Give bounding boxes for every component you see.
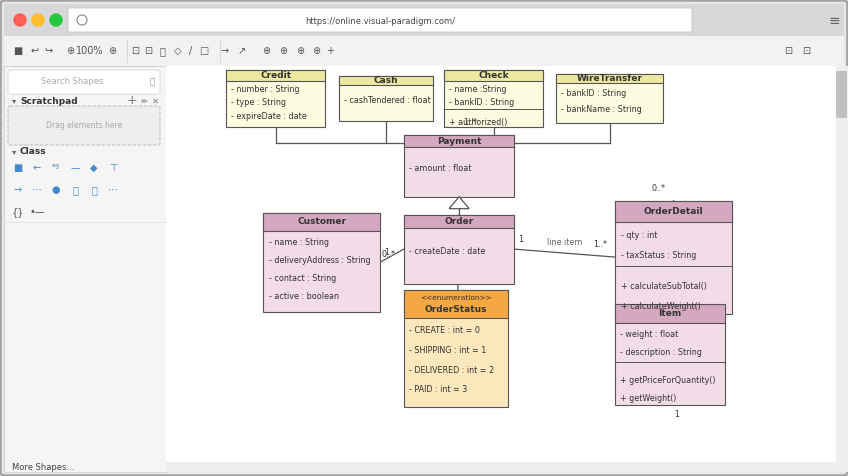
Text: ▾: ▾ <box>12 97 16 106</box>
Text: 1: 1 <box>463 221 468 230</box>
Text: OrderDetail: OrderDetail <box>644 207 703 216</box>
Text: + calculateSubTotal(): + calculateSubTotal() <box>621 282 706 290</box>
Bar <box>4 36 844 66</box>
Text: + calculateWeight(): + calculateWeight() <box>621 302 700 311</box>
Text: - bankID : String: - bankID : String <box>449 99 514 107</box>
Text: •—: •— <box>29 207 45 217</box>
Text: Class: Class <box>20 148 47 157</box>
Text: 1: 1 <box>674 409 679 418</box>
Text: <<enumeration>>: <<enumeration>> <box>420 295 492 301</box>
Text: ■: ■ <box>14 46 23 56</box>
Text: - bankID : String: - bankID : String <box>561 89 627 98</box>
Circle shape <box>14 14 26 26</box>
Bar <box>4 4 844 36</box>
Bar <box>404 135 515 197</box>
Text: More Shapes...: More Shapes... <box>12 463 75 472</box>
Text: +: + <box>326 46 334 56</box>
Text: 0..*: 0..* <box>382 250 396 259</box>
Bar <box>556 74 663 83</box>
Text: 📁: 📁 <box>91 185 97 195</box>
Text: ◇: ◇ <box>174 46 181 56</box>
Text: →: → <box>221 46 229 56</box>
Text: ᵉᵍ: ᵉᵍ <box>52 163 60 173</box>
Text: ⊕: ⊕ <box>312 46 320 56</box>
Text: ⊕: ⊕ <box>262 46 270 56</box>
Text: +: + <box>126 95 137 108</box>
Circle shape <box>50 14 62 26</box>
Text: ←: ← <box>33 163 41 173</box>
FancyBboxPatch shape <box>68 8 692 32</box>
Text: 100%: 100% <box>76 46 103 56</box>
Bar <box>615 304 725 405</box>
Bar <box>166 462 836 472</box>
Text: - deliveryAddress : String: - deliveryAddress : String <box>269 256 371 265</box>
Text: ⊡: ⊡ <box>802 46 810 56</box>
Text: ↗: ↗ <box>238 46 246 56</box>
Text: - CREATE : int = 0: - CREATE : int = 0 <box>409 326 480 335</box>
Text: ⊡: ⊡ <box>144 46 152 56</box>
Text: - bankName : String: - bankName : String <box>561 105 642 114</box>
Bar <box>339 76 432 121</box>
Text: - contact : String: - contact : String <box>269 274 337 283</box>
Text: + getPriceForQuantity(): + getPriceForQuantity() <box>621 376 716 385</box>
Text: Drag elements here: Drag elements here <box>46 120 122 129</box>
Text: - description : String: - description : String <box>621 348 702 357</box>
Bar <box>404 215 515 228</box>
Text: ●: ● <box>52 185 60 195</box>
Text: - amount : float: - amount : float <box>410 164 471 173</box>
Bar <box>615 201 732 222</box>
Bar <box>404 290 508 407</box>
Text: 1..*: 1..* <box>593 240 607 249</box>
Text: ⊤: ⊤ <box>109 163 117 173</box>
Text: ■: ■ <box>14 163 23 173</box>
Bar <box>404 215 515 284</box>
Text: - expireDate : date: - expireDate : date <box>232 111 307 120</box>
Text: ≡: ≡ <box>828 14 840 28</box>
Circle shape <box>32 14 44 26</box>
Bar <box>166 66 836 472</box>
Text: 🗑: 🗑 <box>159 46 165 56</box>
Text: - weight : float: - weight : float <box>621 330 678 339</box>
Bar <box>836 66 848 472</box>
Text: WireTransfer: WireTransfer <box>577 74 643 83</box>
Bar <box>615 201 732 314</box>
Text: + authorized(): + authorized() <box>449 118 507 127</box>
Bar <box>4 66 166 472</box>
Text: 1: 1 <box>518 235 523 244</box>
Text: 📁: 📁 <box>72 185 78 195</box>
Text: ⊡: ⊡ <box>131 46 139 56</box>
Text: ▾: ▾ <box>12 148 16 157</box>
Text: - number : String: - number : String <box>232 85 299 94</box>
FancyBboxPatch shape <box>8 70 160 94</box>
Bar <box>263 212 381 311</box>
Text: ⋯: ⋯ <box>32 185 42 195</box>
Text: ⊡: ⊡ <box>784 46 792 56</box>
Text: ↪: ↪ <box>44 46 52 56</box>
Text: 1..*: 1..* <box>463 119 477 127</box>
Polygon shape <box>449 197 469 208</box>
Bar <box>226 70 326 128</box>
Text: - cashTendered : float: - cashTendered : float <box>343 96 430 105</box>
Text: - PAID : int = 3: - PAID : int = 3 <box>409 385 467 394</box>
Text: ↩: ↩ <box>31 46 39 56</box>
Bar <box>404 135 515 147</box>
Bar <box>263 212 381 231</box>
Text: Customer: Customer <box>298 218 346 227</box>
Bar <box>339 76 432 85</box>
Text: ✏: ✏ <box>141 97 148 106</box>
Bar <box>615 304 725 323</box>
Text: Search Shapes: Search Shapes <box>41 78 103 87</box>
Text: 0..*: 0..* <box>651 184 666 193</box>
Text: Order: Order <box>444 217 474 226</box>
Text: {}: {} <box>12 207 25 217</box>
Text: □: □ <box>199 46 209 56</box>
Text: - active : boolean: - active : boolean <box>269 292 339 301</box>
Text: /: / <box>189 46 192 56</box>
Text: ◆: ◆ <box>90 163 98 173</box>
Text: - type : String: - type : String <box>232 99 287 107</box>
Text: Payment: Payment <box>437 137 482 146</box>
Text: - name : String: - name : String <box>269 238 329 248</box>
Text: - taxStatus : String: - taxStatus : String <box>621 251 696 260</box>
Text: - name :String: - name :String <box>449 85 506 94</box>
